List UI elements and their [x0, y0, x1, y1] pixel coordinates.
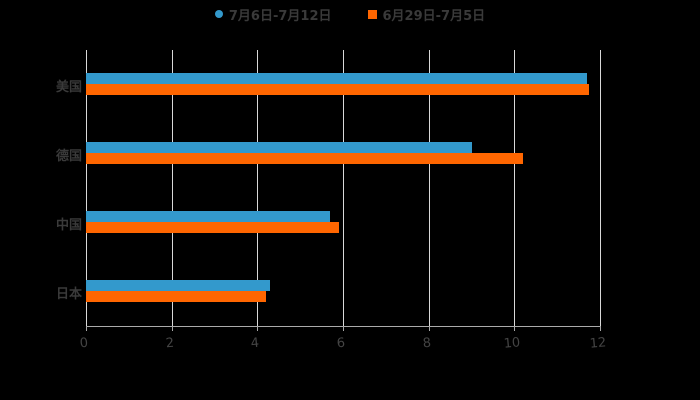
x-tick-label: 4	[250, 335, 261, 352]
category-label: 美国	[55, 80, 82, 95]
legend-swatch-icon	[367, 9, 377, 19]
gridline	[428, 50, 430, 326]
x-tick	[86, 326, 87, 331]
category-label: 日本	[55, 287, 82, 302]
bar[interactable]	[86, 211, 331, 222]
x-tick	[171, 326, 173, 331]
category-label: 中国	[55, 218, 82, 233]
bar[interactable]	[86, 142, 472, 153]
x-tick-label: 8	[421, 335, 432, 352]
x-tick	[514, 326, 516, 331]
plot-area	[86, 50, 601, 326]
chart-legend: 7月6日-7月12日 6月29日-7月5日	[0, 5, 700, 24]
bar[interactable]	[86, 280, 271, 291]
gridline	[171, 50, 173, 326]
bar[interactable]	[86, 291, 266, 302]
x-tick	[428, 326, 430, 331]
gridline	[86, 50, 87, 326]
x-tick-label: 10	[503, 335, 522, 352]
x-tick-label: 0	[79, 335, 89, 352]
x-tick	[257, 326, 259, 331]
legend-swatch-icon	[214, 10, 223, 18]
gridline	[600, 50, 601, 326]
x-tick-label: 2	[164, 335, 175, 352]
x-tick-label: 6	[336, 335, 346, 352]
gridline	[514, 50, 516, 326]
bar[interactable]	[86, 153, 523, 164]
bar[interactable]	[86, 73, 588, 84]
gridline	[257, 50, 259, 326]
category-label: 德国	[55, 149, 82, 164]
legend-item[interactable]: 6月29日-7月5日	[367, 5, 486, 24]
bar[interactable]	[86, 222, 339, 233]
x-tick-label: 12	[589, 335, 607, 352]
legend-label: 7月6日-7月12日	[228, 8, 332, 24]
legend-label: 6月29日-7月5日	[382, 8, 486, 24]
x-tick	[343, 326, 344, 331]
x-tick	[600, 326, 601, 331]
gridline	[343, 50, 344, 326]
bar[interactable]	[86, 84, 590, 95]
legend-item[interactable]: 7月6日-7月12日	[214, 5, 332, 24]
